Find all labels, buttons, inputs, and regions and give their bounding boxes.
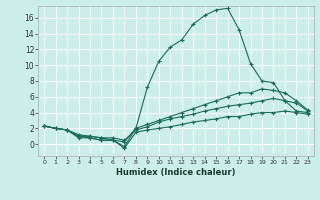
X-axis label: Humidex (Indice chaleur): Humidex (Indice chaleur) bbox=[116, 168, 236, 177]
